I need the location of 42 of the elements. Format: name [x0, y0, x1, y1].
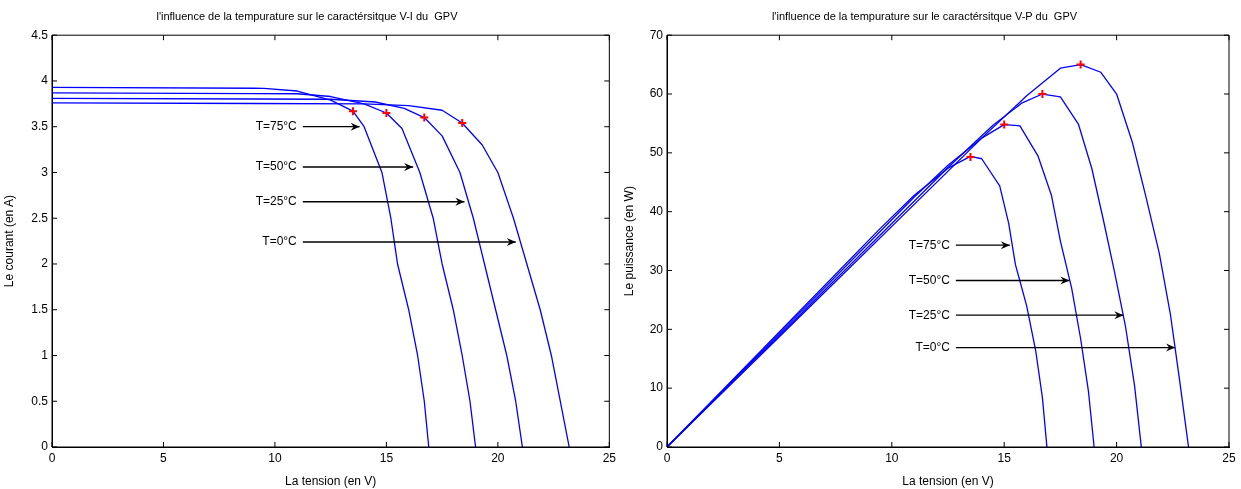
y-tick-label: 40	[649, 204, 664, 218]
x-tick-label: 15	[379, 450, 394, 465]
y-tick-label: 4.5	[31, 27, 49, 42]
y-tick-label: 20	[649, 321, 664, 336]
y-tick-label: 30	[649, 262, 664, 277]
x-axis-title: La tension (en V)	[284, 474, 377, 489]
y-axis-title: Le courant (en A)	[1, 195, 16, 288]
y-tick-label: 0	[41, 439, 49, 454]
y-tick-label: 4	[41, 73, 49, 88]
x-tick-label: 20	[1109, 450, 1124, 465]
annotation: T=25°C	[908, 307, 951, 322]
y-tick-label: 3	[41, 164, 49, 179]
x-axis-title: La tension (en V)	[902, 474, 994, 489]
annotation: T=50°C	[908, 272, 951, 287]
x-tick-label: 5	[776, 450, 784, 465]
y-axis-title: Le puissance (en W)	[621, 186, 636, 297]
x-tick-label: 15	[997, 450, 1012, 465]
annotation: T=75°C	[908, 237, 951, 252]
annotation: T=50°C	[255, 159, 298, 174]
y-tick-label: 3.5	[31, 119, 49, 134]
x-tick-label: 25	[1222, 450, 1236, 465]
y-tick-label: 2.5	[31, 210, 49, 225]
x-tick-label: 5	[160, 450, 168, 465]
y-tick-label: 10	[649, 380, 664, 395]
chart-title: l'influence de la tempurature sur le caractérsitque V-P du GPV	[771, 9, 1078, 22]
annotation: T=0°C	[262, 234, 298, 249]
y-tick-label: 1	[41, 347, 49, 362]
x-tick-label: 20	[491, 450, 505, 465]
annotation: T=75°C	[255, 119, 298, 134]
y-tick-label: 2	[41, 256, 49, 271]
x-tick-label: 10	[268, 450, 282, 465]
x-tick-label: 25	[602, 450, 617, 465]
y-tick-label: 0.5	[31, 393, 49, 408]
y-tick-label: 50	[649, 145, 664, 160]
annotation: T=0°C	[915, 339, 951, 354]
y-tick-label: 0	[656, 439, 664, 454]
x-tick-label: 10	[885, 450, 899, 465]
chart-title: l'influence de la tempurature sur le caractérsitque V-I du GPV	[156, 9, 459, 22]
y-tick-label: 1.5	[31, 302, 49, 317]
annotation: T=25°C	[255, 194, 298, 209]
y-tick-label: 60	[649, 86, 664, 101]
y-tick-label: 70	[649, 27, 664, 42]
